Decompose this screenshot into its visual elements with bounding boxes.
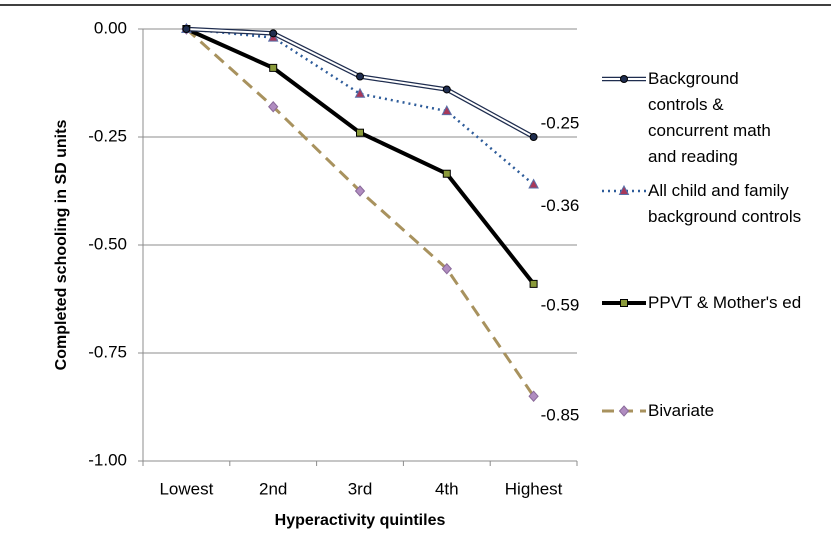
point: [620, 299, 628, 307]
data-label: -0.59: [541, 295, 580, 314]
data-label: -0.36: [541, 196, 580, 215]
x-tick-label: 3rd: [348, 479, 373, 498]
point: [354, 87, 366, 98]
series-line: [186, 26, 535, 139]
point: [620, 75, 628, 83]
series-line-inner: [186, 28, 535, 138]
y-axis-title: Completed schooling in SD units: [53, 120, 70, 371]
y-tick-label: -0.75: [88, 342, 127, 361]
legend-item: All child and family background controls: [600, 178, 831, 230]
legend-label: Bivariate: [648, 401, 715, 420]
point: [618, 405, 630, 417]
legend-swatch: [602, 75, 646, 83]
point: [269, 63, 278, 72]
legend-swatch: [602, 184, 646, 195]
point: [182, 25, 191, 33]
x-tick-label: 4th: [435, 479, 459, 498]
series-line: [185, 27, 535, 398]
x-tick-label: Highest: [505, 479, 563, 498]
legend-label: PPVT & Mother's ed: [648, 293, 802, 312]
legend-item: PPVT & Mother's ed: [600, 290, 831, 316]
series-line: [185, 27, 536, 286]
y-tick-label: -1.00: [88, 450, 127, 469]
legend-label: All child and family background controls: [648, 181, 802, 226]
point: [528, 178, 539, 189]
point: [268, 101, 279, 113]
point: [529, 279, 538, 288]
point: [269, 29, 278, 38]
x-tick-label: Lowest: [159, 479, 213, 498]
point: [356, 72, 364, 81]
point: [442, 85, 451, 94]
data-label: -0.25: [541, 113, 580, 132]
legend-item: Background controls & concurrent math an…: [600, 66, 831, 170]
y-tick-label: -0.50: [88, 234, 127, 253]
y-tick-label: 0.00: [94, 18, 127, 37]
data-label: -0.85: [541, 406, 580, 425]
legend-swatch: [602, 405, 646, 417]
y-tick-label: -0.25: [88, 126, 127, 145]
point: [354, 185, 366, 197]
point: [356, 128, 364, 137]
point: [442, 169, 451, 178]
legend-label: Background controls & concurrent math an…: [648, 69, 771, 166]
point: [618, 184, 630, 195]
point: [528, 390, 539, 402]
x-tick-label: 2nd: [259, 479, 287, 498]
point: [441, 263, 452, 275]
point: [529, 133, 538, 141]
legend-swatch: [602, 299, 646, 307]
legend-item: Bivariate: [600, 398, 831, 424]
point: [441, 105, 453, 116]
x-axis-title: Hyperactivity quintiles: [275, 512, 446, 529]
